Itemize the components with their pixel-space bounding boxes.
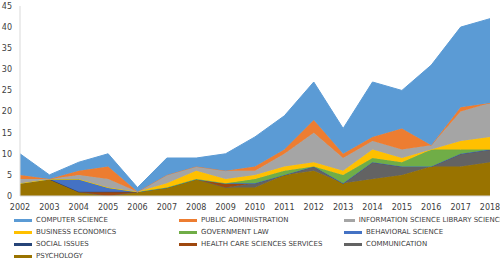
svg-text:10: 10 <box>8 150 12 159</box>
svg-text:2018: 2018 <box>480 203 492 212</box>
html-text:COMPUTER SCIENCE: COMPUTER SCIENCE <box>36 216 108 224</box>
svg-text:2003: 2003 <box>39 203 59 212</box>
svg-text:40: 40 <box>8 23 12 32</box>
svg-text:35: 35 <box>8 44 12 53</box>
html-text:COMMUNICATION: COMMUNICATION <box>366 240 428 248</box>
svg-text:2015: 2015 <box>392 203 412 212</box>
html-text:HEALTH CARE SCIENCES SERVICES: HEALTH CARE SCIENCES SERVICES <box>201 240 323 248</box>
svg-text:2005: 2005 <box>98 203 118 212</box>
svg-text:2016: 2016 <box>421 203 441 212</box>
svg-text:15: 15 <box>8 129 12 138</box>
svg-text:30: 30 <box>8 65 12 74</box>
svg-text:2013: 2013 <box>333 203 353 212</box>
html-text:GOVERNMENT LAW: GOVERNMENT LAW <box>201 228 269 236</box>
html-text:PSYCHOLOGY: PSYCHOLOGY <box>36 252 83 259</box>
svg-text:2008: 2008 <box>186 203 206 212</box>
svg-text:0: 0 <box>8 192 12 201</box>
svg-text:25: 25 <box>8 86 12 95</box>
svg-text:2017: 2017 <box>450 203 470 212</box>
html-text:PUBLIC ADMINISTRATION: PUBLIC ADMINISTRATION <box>201 216 289 224</box>
html-text:BUSINESS ECONOMICS: BUSINESS ECONOMICS <box>36 228 117 236</box>
svg-text:2002: 2002 <box>10 203 30 212</box>
svg-text:2014: 2014 <box>362 203 382 212</box>
svg-text:45: 45 <box>8 2 12 11</box>
svg-text:2012: 2012 <box>304 203 324 212</box>
svg-text:5: 5 <box>8 171 12 180</box>
html-text:SOCIAL ISSUES: SOCIAL ISSUES <box>36 240 89 248</box>
svg-text:2010: 2010 <box>245 203 265 212</box>
svg-text:2004: 2004 <box>69 203 89 212</box>
svg-text:2009: 2009 <box>215 203 235 212</box>
svg-text:2006: 2006 <box>127 203 147 212</box>
svg-text:20: 20 <box>8 107 12 116</box>
svg-text:2007: 2007 <box>157 203 177 212</box>
html-text:BEHAVIORAL SCIENCE: BEHAVIORAL SCIENCE <box>366 228 444 236</box>
svg-text:2011: 2011 <box>274 203 294 212</box>
